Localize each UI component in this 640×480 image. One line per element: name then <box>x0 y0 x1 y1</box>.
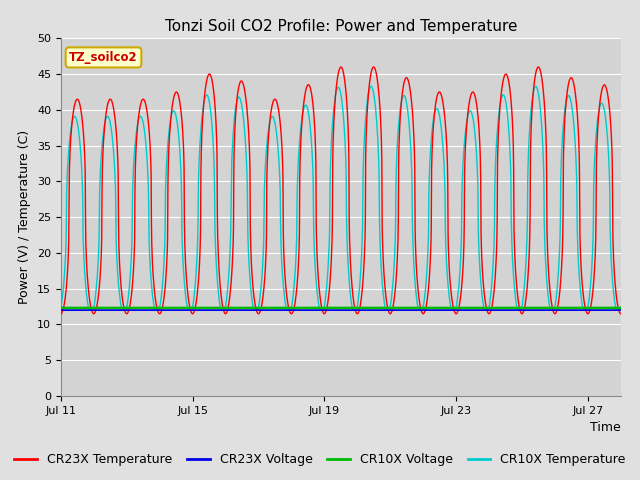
Title: Tonzi Soil CO2 Profile: Power and Temperature: Tonzi Soil CO2 Profile: Power and Temper… <box>164 20 517 35</box>
Text: Time: Time <box>590 421 621 434</box>
Y-axis label: Power (V) / Temperature (C): Power (V) / Temperature (C) <box>19 130 31 304</box>
Legend: CR23X Temperature, CR23X Voltage, CR10X Voltage, CR10X Temperature: CR23X Temperature, CR23X Voltage, CR10X … <box>9 448 631 471</box>
Text: TZ_soilco2: TZ_soilco2 <box>69 51 138 64</box>
